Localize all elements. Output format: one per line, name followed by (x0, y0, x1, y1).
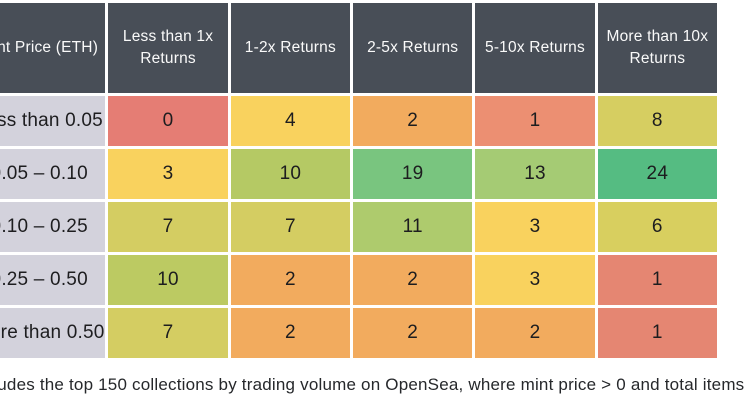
table-row: Less than 0.05 0 4 2 1 8 (0, 96, 717, 146)
heatmap-cell: 10 (230, 149, 351, 199)
column-header-less-than-1x: Less than 1x Returns (108, 3, 228, 93)
heatmap-cell: 3 (475, 202, 595, 252)
footnote: Includes the top 150 collections by trad… (0, 375, 745, 394)
heatmap-cell: 2 (353, 308, 473, 358)
heatmap-cell: 2 (353, 255, 473, 305)
heatmap-cell: 3 (108, 149, 228, 199)
table-row: 0.25 – 0.50 10 2 2 3 1 (0, 255, 717, 305)
heatmap-cell: 13 (475, 149, 595, 199)
table-row: 0.05 – 0.10 3 10 19 13 24 (0, 149, 717, 199)
heatmap-cell: 6 (597, 202, 717, 252)
row-label: 0.05 – 0.10 (0, 149, 106, 199)
column-header-2-5x: 2-5x Returns (353, 3, 473, 93)
row-label: 0.10 – 0.25 (0, 202, 106, 252)
heatmap-cell: 1 (597, 255, 717, 305)
row-label: More than 0.50 (0, 308, 106, 358)
table-row: More than 0.50 7 2 2 2 1 (0, 308, 717, 358)
heatmap-cell: 8 (597, 96, 717, 146)
table-header-row: Mint Price (ETH) Less than 1x Returns 1-… (0, 3, 717, 93)
heatmap-cell: 11 (353, 202, 473, 252)
column-header-5-10x: 5-10x Returns (475, 3, 595, 93)
row-label: 0.25 – 0.50 (0, 255, 106, 305)
heatmap-cell: 7 (108, 308, 228, 358)
row-axis-header: Mint Price (ETH) (0, 3, 106, 93)
heatmap-cell: 1 (597, 308, 717, 358)
table-row: 0.10 – 0.25 7 7 11 3 6 (0, 202, 717, 252)
heatmap-cell: 2 (230, 308, 351, 358)
heatmap-cell: 19 (353, 149, 473, 199)
column-header-1-2x: 1-2x Returns (230, 3, 351, 93)
heatmap-cell: 0 (108, 96, 228, 146)
column-header-more-than-10x: More than 10x Returns (597, 3, 717, 93)
heatmap-cell: 7 (230, 202, 351, 252)
heatmap-cell: 10 (108, 255, 228, 305)
heatmap-cell: 2 (230, 255, 351, 305)
row-label: Less than 0.05 (0, 96, 106, 146)
heatmap-cell: 4 (230, 96, 351, 146)
heatmap-cell: 1 (475, 96, 595, 146)
heatmap-cell: 7 (108, 202, 228, 252)
heatmap-cell: 2 (353, 96, 473, 146)
heatmap-cell: 3 (475, 255, 595, 305)
heatmap-cell: 24 (597, 149, 717, 199)
mint-price-returns-heatmap: Mint Price (ETH) Less than 1x Returns 1-… (0, 3, 717, 358)
heatmap-cell: 2 (475, 308, 595, 358)
